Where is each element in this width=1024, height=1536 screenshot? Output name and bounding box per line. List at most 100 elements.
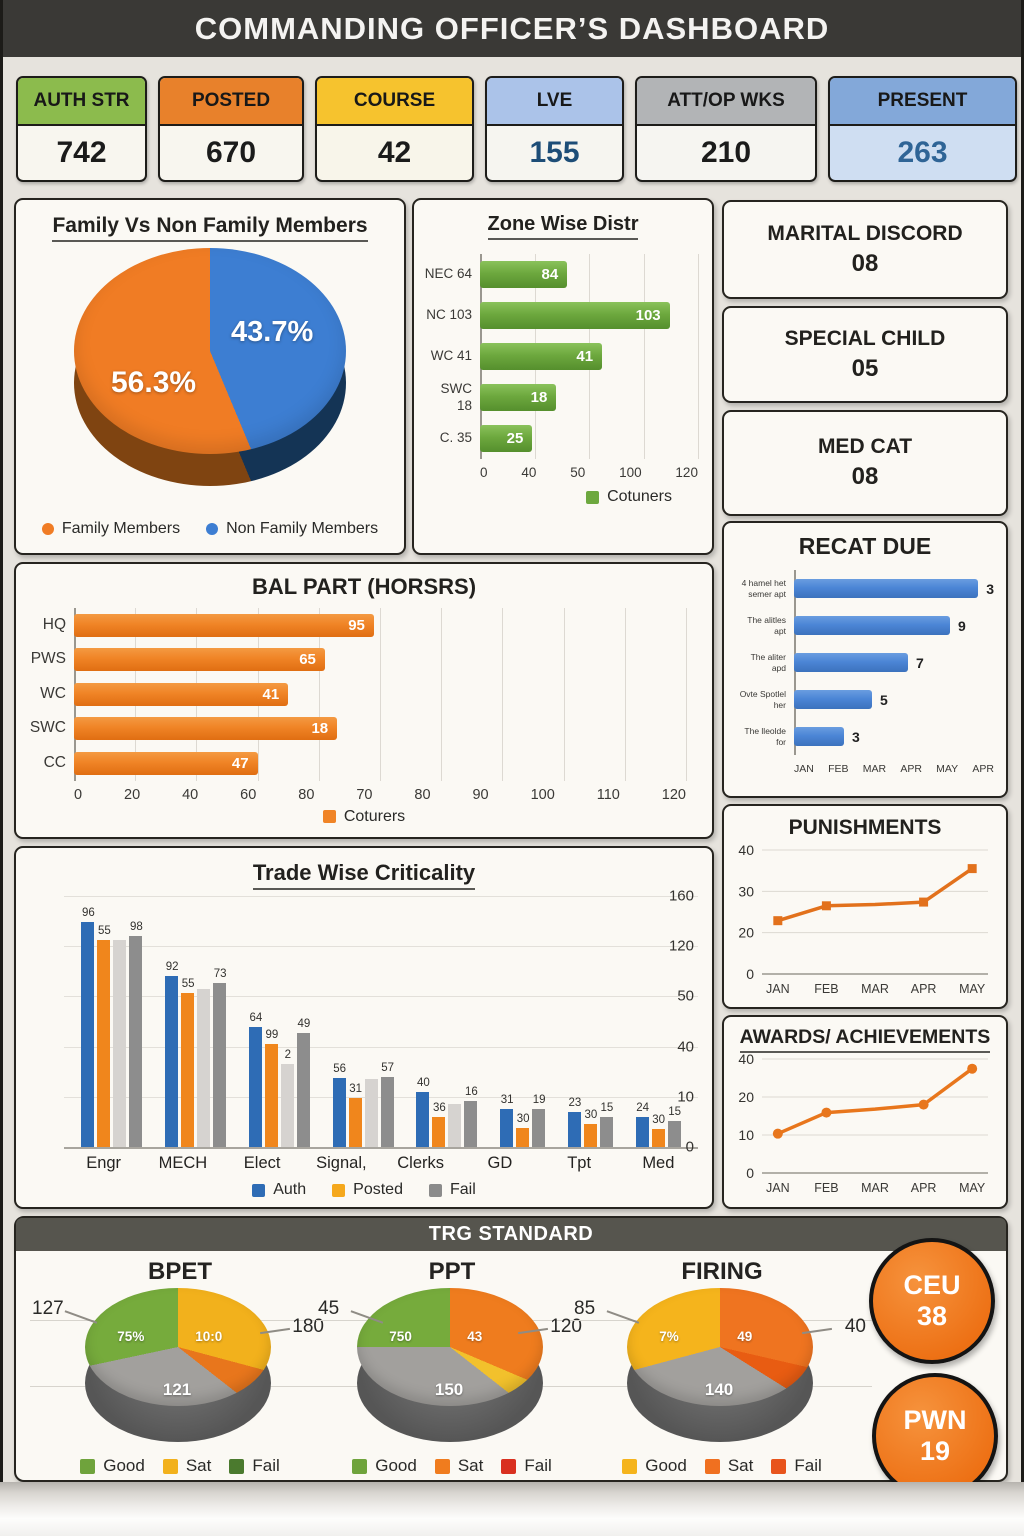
- trade-bar: [532, 1109, 546, 1147]
- trade-legend: Auth Posted Fail: [16, 1181, 712, 1199]
- pie-slice-label-family: 56.3%: [111, 365, 197, 399]
- trade-bar-wrap: [364, 896, 378, 1147]
- bar-track: 5: [794, 681, 994, 718]
- punishments-svg: 40 30 20 0 JAN FEB MAR APR MAY: [738, 842, 988, 996]
- bar: 103: [480, 302, 670, 329]
- x-tick-label: 50: [570, 465, 586, 480]
- x-tick-label: 20: [124, 786, 141, 803]
- legend-item: Posted: [332, 1181, 403, 1199]
- trade-bar-value: 55: [181, 977, 195, 990]
- callout-right: 120: [550, 1316, 582, 1337]
- x-tick-label: FEB: [828, 763, 849, 775]
- trade-bar-wrap: 15: [599, 896, 613, 1147]
- trade-bar-value: 49: [297, 1017, 311, 1030]
- trade-bar: [516, 1127, 530, 1147]
- kpi-value: 42: [377, 136, 412, 169]
- trade-bar: [364, 1079, 378, 1147]
- bar-track: 41: [480, 336, 698, 377]
- legend-swatch: [501, 1458, 517, 1474]
- recat-rows: 4 hamel het semer apt 3 The alitles apt 9 The …: [730, 570, 994, 755]
- legend-swatch: [332, 1183, 346, 1197]
- trade-bar-wrap: 31: [500, 896, 514, 1147]
- legend-label: Fail: [524, 1456, 552, 1475]
- legend-item: Fail: [501, 1456, 552, 1476]
- legend-item: Family Members: [41, 520, 180, 538]
- bar-category-label: NEC 64: [424, 266, 472, 282]
- trade-group-engr: 96 55 98: [81, 896, 143, 1147]
- trade-bar-value: 73: [213, 967, 227, 980]
- x-tick-label: APR: [900, 763, 922, 775]
- x-tick-label: 40: [521, 465, 537, 480]
- kpi-tile-posted: POSTED 670: [158, 76, 304, 182]
- trade-bar: [181, 992, 195, 1147]
- trade-bar-value: 31: [500, 1094, 514, 1107]
- trade-bar-value: 64: [249, 1011, 263, 1024]
- bar-row: WC 41: [28, 677, 686, 712]
- kpi-label: ATT/OP WKS: [637, 78, 815, 126]
- trade-bar: [651, 1129, 665, 1147]
- trg-cell-bpet: BPET 75% 10:0 121 127 180 Good Sat Fail: [30, 1258, 330, 1476]
- bar-category-label: C. 35: [439, 430, 472, 446]
- pie-slice-label: 75%: [117, 1329, 145, 1345]
- legend-label: Fail: [449, 1181, 476, 1198]
- bar: 84: [480, 261, 568, 288]
- awards-svg: 40 20 10 0 JAN FEB MAR APR MAY: [738, 1051, 988, 1195]
- bar-value-label: 41: [262, 685, 280, 703]
- kpi-label: LVE: [487, 78, 622, 126]
- bal-part-panel: BAL PART (HORSRS) HQ 95 PWS 65 WC 41 SWC 18 CC 47…: [14, 562, 714, 839]
- x-tick-label: 100: [619, 465, 642, 480]
- trade-bar-value: 56: [333, 1062, 347, 1075]
- callout-right: 180: [292, 1316, 324, 1337]
- badge-pwn: PWN 19: [872, 1373, 998, 1499]
- trade-bar-value: 98: [129, 921, 143, 934]
- trade-group-med: 24 30 15: [635, 896, 681, 1147]
- bar-track: 41: [74, 677, 686, 712]
- x-tick-label: 0: [74, 786, 83, 803]
- trade-bar-wrap: 73: [213, 896, 227, 1147]
- legend-label: Sat: [727, 1456, 754, 1475]
- legend-label: Good: [103, 1456, 145, 1475]
- svg-text:40: 40: [738, 842, 754, 858]
- trade-bar: [296, 1032, 310, 1147]
- bar-row: SWC 18 18: [424, 377, 698, 418]
- trade-bar: [583, 1124, 597, 1147]
- punishments-line-chart: 40 30 20 0 JAN FEB MAR APR MAY: [724, 840, 1006, 1005]
- legend-item: Fail: [771, 1456, 822, 1476]
- legend-item: Sat: [704, 1456, 754, 1476]
- gridline: [441, 608, 443, 781]
- pie-slice-label: 750: [389, 1329, 412, 1345]
- x-tick-label: 40: [182, 786, 199, 803]
- awards-title: AWARDS/ ACHIEVEMENTS: [739, 1026, 991, 1053]
- svg-text:20: 20: [738, 1089, 754, 1105]
- svg-text:FEB: FEB: [814, 982, 838, 996]
- trade-bar-wrap: 40: [416, 896, 430, 1147]
- x-tick-label: MAR: [862, 763, 887, 775]
- badge-label: PWN: [903, 1405, 967, 1435]
- trade-category-label: Med: [642, 1154, 675, 1172]
- bal-rows: HQ 95 PWS 65 WC 41 SWC 18 CC 47: [28, 608, 687, 781]
- bar: 41: [480, 343, 603, 370]
- gridline: [64, 1046, 698, 1048]
- trade-group-gd: 31 30 19: [500, 896, 546, 1147]
- trade-group-elect: 64 99 2 49: [248, 896, 310, 1147]
- bar-track: 3: [794, 718, 994, 755]
- trade-bar-wrap: 55: [97, 896, 111, 1147]
- bar-row: Ovte Spotlel her 5: [730, 681, 994, 718]
- zone-chart-panel: Zone Wise Distr NEC 64 84 NC 103 103 WC 41 41…: [412, 198, 714, 555]
- trade-category-label: Tpt: [567, 1154, 592, 1172]
- trade-bar-value: 16: [464, 1085, 478, 1098]
- tile-value: 08: [851, 249, 879, 277]
- x-tick-label: 0: [480, 465, 488, 480]
- bal-title: BAL PART (HORSRS): [251, 574, 477, 599]
- x-tick-label: 80: [414, 786, 431, 803]
- kpi-tile-lve: LVE 155: [485, 76, 624, 182]
- trade-bar: [567, 1111, 581, 1147]
- trade-bar-wrap: 31: [348, 896, 362, 1147]
- trade-bar-value: 23: [568, 1096, 582, 1109]
- legend-label: Posted: [353, 1181, 403, 1198]
- legend-swatch: [322, 810, 336, 823]
- zone-chart-rows: NEC 64 84 NC 103 103 WC 41 41 SWC 18 18 C. 35 25: [424, 254, 699, 459]
- x-tick-label: 110: [596, 786, 620, 803]
- trade-bar-value: 2: [284, 1049, 292, 1062]
- trg-legend: Good Sat Fail: [30, 1456, 330, 1476]
